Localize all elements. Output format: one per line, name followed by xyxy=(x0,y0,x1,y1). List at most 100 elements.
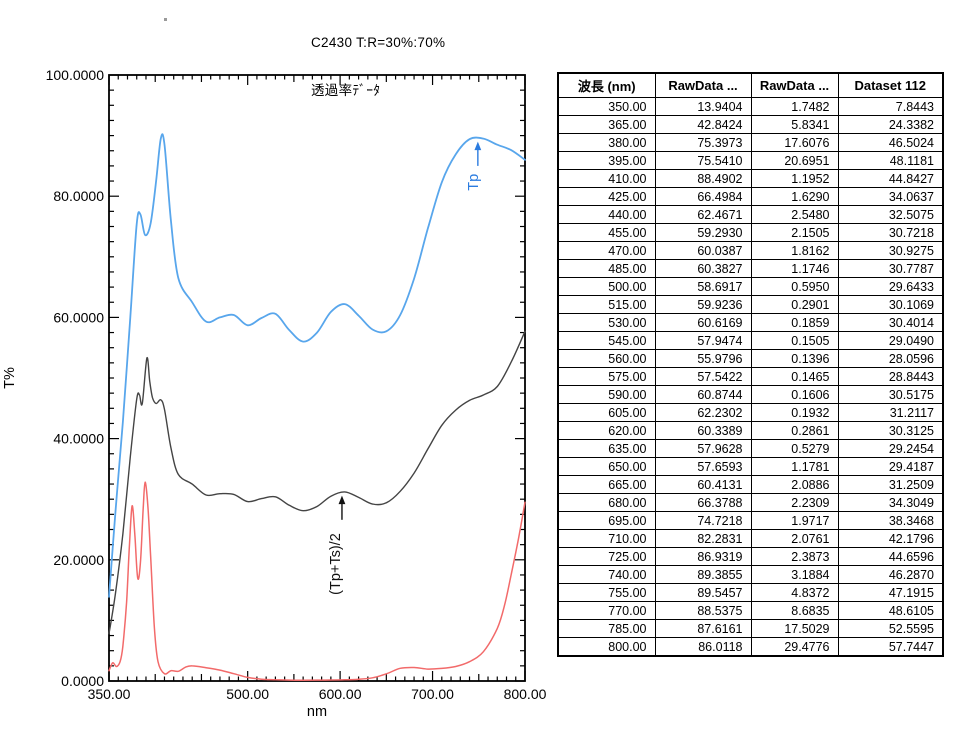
table-cell: 8.6835 xyxy=(750,601,839,620)
axis-tick-labels: 350.00 500.00 600.00 700.00 800.00 0.0000 20.0… xyxy=(46,67,547,702)
table-cell: 0.1932 xyxy=(750,403,839,422)
table-cell: 440.00 xyxy=(557,205,656,224)
table-cell: 44.6596 xyxy=(837,547,944,566)
table-cell: 87.6161 xyxy=(654,619,752,638)
table-cell: 29.2454 xyxy=(837,439,944,458)
table-cell: 740.00 xyxy=(557,565,656,584)
plot-frame xyxy=(108,74,526,682)
table-cell: 2.0886 xyxy=(750,475,839,494)
table-row: 740.00 89.3855 3.1884 46.2870 xyxy=(557,565,944,584)
table-row: 710.00 82.2831 2.0761 42.1796 xyxy=(557,529,944,548)
table-cell: 44.8427 xyxy=(837,169,944,188)
data-table-panel: 波長 (nm) RawData ... RawData ... Dataset 112… xyxy=(557,72,944,657)
table-cell: 1.6290 xyxy=(750,187,839,206)
table-cell: 74.7218 xyxy=(654,511,752,530)
table-cell: 620.00 xyxy=(557,421,656,440)
table-row: 530.00 60.6169 0.1859 30.4014 xyxy=(557,313,944,332)
table-cell: 62.4671 xyxy=(654,205,752,224)
table-row: 695.00 74.7218 1.9717 38.3468 xyxy=(557,511,944,530)
x-tick-label: 700.00 xyxy=(411,686,454,702)
table-cell: 410.00 xyxy=(557,169,656,188)
spectral-transmittance-chart: 350.00 500.00 600.00 700.00 800.00 0.0000 20.0… xyxy=(2,67,547,720)
table-cell: 66.4984 xyxy=(654,187,752,206)
table-row: 545.00 57.9474 0.1505 29.0490 xyxy=(557,331,944,350)
table-cell: 34.3049 xyxy=(837,493,944,512)
x-tick-label: 350.00 xyxy=(88,686,131,702)
table-row: 410.00 88.4902 1.1952 44.8427 xyxy=(557,169,944,188)
table-cell: 60.3827 xyxy=(654,259,752,278)
axis-ticks xyxy=(108,74,526,682)
mean-annotation-arrowhead xyxy=(338,495,346,505)
x-tick-label: 800.00 xyxy=(504,686,547,702)
table-cell: 28.0596 xyxy=(837,349,944,368)
chart-title-line1: C2430 T:R=30%:70% xyxy=(311,35,446,50)
table-cell: 38.3468 xyxy=(837,511,944,530)
table-cell: 2.2309 xyxy=(750,493,839,512)
table-cell: 1.1746 xyxy=(750,259,839,278)
table-cell: 57.5422 xyxy=(654,367,752,386)
table-cell: 28.8443 xyxy=(837,367,944,386)
table-cell: 34.0637 xyxy=(837,187,944,206)
tp-annotation-label: Tp xyxy=(466,174,482,191)
table-cell: 75.3973 xyxy=(654,133,752,152)
y-tick-label: 40.0000 xyxy=(53,431,104,447)
table-header-cell: RawData ... xyxy=(750,72,839,98)
table-cell: 1.9717 xyxy=(750,511,839,530)
table-cell: 31.2117 xyxy=(837,403,944,422)
wavelength-data-table: 波長 (nm) RawData ... RawData ... Dataset 112… xyxy=(557,72,944,657)
table-cell: 695.00 xyxy=(557,511,656,530)
table-row: 770.00 88.5375 8.6835 48.6105 xyxy=(557,601,944,620)
table-row: 455.00 59.2930 2.1505 30.7218 xyxy=(557,223,944,242)
table-cell: 29.4187 xyxy=(837,457,944,476)
table-cell: 365.00 xyxy=(557,115,656,134)
x-axis-label: nm xyxy=(307,704,327,720)
table-cell: 58.6917 xyxy=(654,277,752,296)
y-tick-label: 100.0000 xyxy=(46,67,105,83)
x-tick-label: 600.00 xyxy=(319,686,362,702)
table-cell: 52.5595 xyxy=(837,619,944,638)
table-cell: 24.3382 xyxy=(837,115,944,134)
table-cell: 485.00 xyxy=(557,259,656,278)
table-cell: 30.1069 xyxy=(837,295,944,314)
table-cell: 785.00 xyxy=(557,619,656,638)
table-row: 725.00 86.9319 2.3873 44.6596 xyxy=(557,547,944,566)
table-cell: 575.00 xyxy=(557,367,656,386)
table-cell: 57.6593 xyxy=(654,457,752,476)
table-cell: 42.1796 xyxy=(837,529,944,548)
table-row: 440.00 62.4671 2.5480 32.5075 xyxy=(557,205,944,224)
table-cell: 46.5024 xyxy=(837,133,944,152)
table-cell: 1.1781 xyxy=(750,457,839,476)
table-cell: 17.5029 xyxy=(750,619,839,638)
table-header-cell: RawData ... xyxy=(654,72,752,98)
table-cell: 1.7482 xyxy=(750,97,839,116)
table-cell: 13.9404 xyxy=(654,97,752,116)
table-row: 485.00 60.3827 1.1746 30.7787 xyxy=(557,259,944,278)
table-row: 470.00 60.0387 1.8162 30.9275 xyxy=(557,241,944,260)
table-cell: 455.00 xyxy=(557,223,656,242)
table-row: 380.00 75.3973 17.6076 46.5024 xyxy=(557,133,944,152)
table-cell: 770.00 xyxy=(557,601,656,620)
table-cell: 60.6169 xyxy=(654,313,752,332)
table-cell: 725.00 xyxy=(557,547,656,566)
table-row: 680.00 66.3788 2.2309 34.3049 xyxy=(557,493,944,512)
table-cell: 30.3125 xyxy=(837,421,944,440)
table-cell: 545.00 xyxy=(557,331,656,350)
table-cell: 57.7447 xyxy=(837,637,944,657)
table-cell: 48.6105 xyxy=(837,601,944,620)
table-cell: 0.2861 xyxy=(750,421,839,440)
table-cell: 48.1181 xyxy=(837,151,944,170)
table-row: 395.00 75.5410 20.6951 48.1181 xyxy=(557,151,944,170)
table-cell: 32.5075 xyxy=(837,205,944,224)
table-cell: 7.8443 xyxy=(837,97,944,116)
y-tick-label: 60.0000 xyxy=(53,309,104,325)
table-cell: 75.5410 xyxy=(654,151,752,170)
table-cell: 86.9319 xyxy=(654,547,752,566)
table-cell: 530.00 xyxy=(557,313,656,332)
table-header-cell: 波長 (nm) xyxy=(557,72,656,98)
chart-title-line2: 透過率ﾃﾞｰﾀ xyxy=(311,83,381,98)
table-cell: 42.8424 xyxy=(654,115,752,134)
table-cell: 89.5457 xyxy=(654,583,752,602)
table-cell: 55.9796 xyxy=(654,349,752,368)
table-row: 620.00 60.3389 0.2861 30.3125 xyxy=(557,421,944,440)
table-cell: 30.5175 xyxy=(837,385,944,404)
